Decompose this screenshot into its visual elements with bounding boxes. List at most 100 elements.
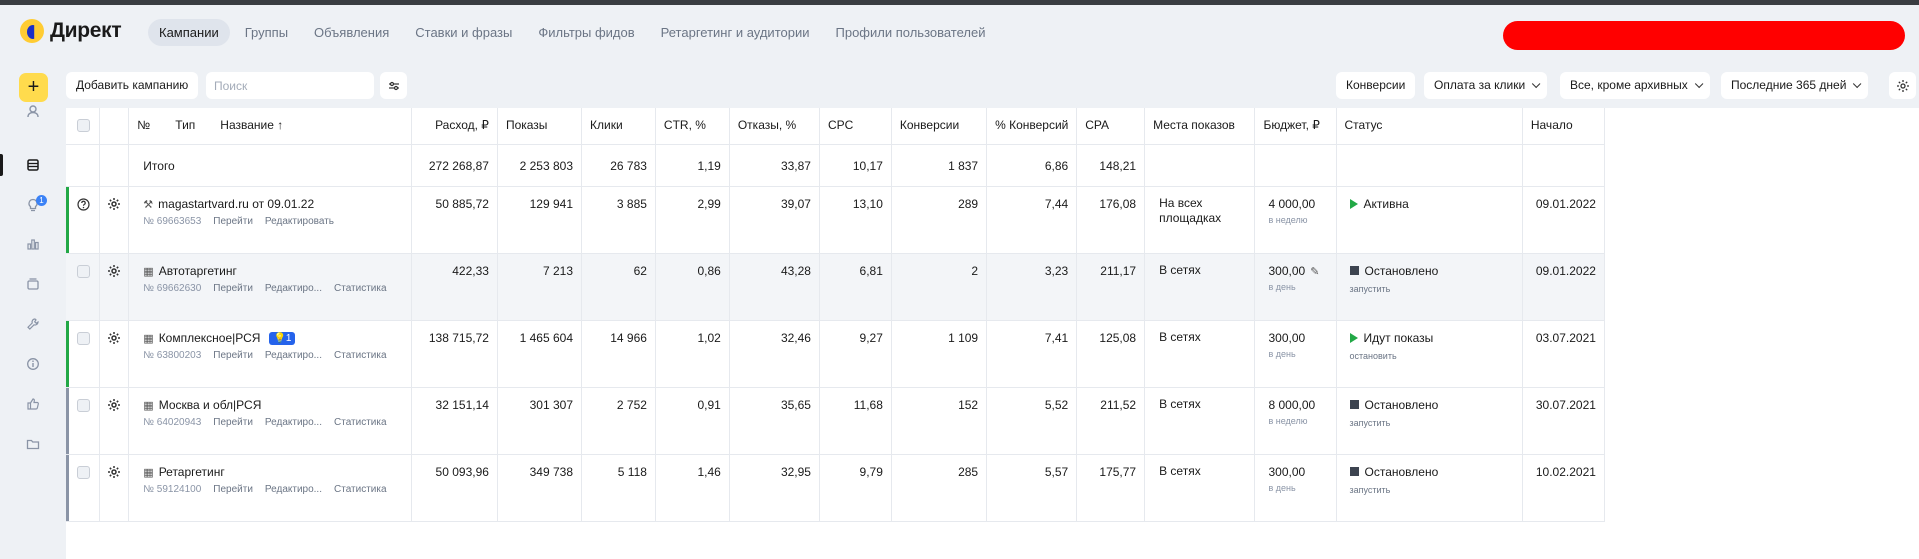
edit-link[interactable]: Редактиро... [264, 484, 322, 495]
header-num[interactable]: № [137, 118, 151, 132]
budget-value[interactable]: 300,00 [1268, 464, 1306, 479]
campaigns-icon[interactable] [22, 154, 44, 176]
header-ctr[interactable]: CTR, % [655, 108, 730, 145]
user-icon[interactable] [22, 100, 44, 122]
archive-filter-select[interactable]: Все, кроме архивных [1560, 72, 1710, 99]
campaign-cell: ▦ Москва и обл|РСЯ № 64020943 Перейти Редакт… [128, 387, 412, 455]
campaign-type-icon: ⚒ [143, 198, 154, 211]
filter-settings-button[interactable] [380, 72, 407, 99]
gear-icon[interactable] [107, 465, 121, 479]
table-row[interactable]: ▦ Ретаргетинг № 59124100 Перейти Редактиро..… [66, 454, 1606, 522]
placements-cell: В сетях [1144, 320, 1256, 388]
header-placements[interactable]: Места показов [1144, 108, 1256, 145]
table-settings-button[interactable] [1889, 72, 1916, 99]
header-type[interactable]: Тип [175, 118, 196, 132]
campaign-name[interactable]: Москва и обл|РСЯ [158, 398, 262, 412]
table-row[interactable]: ▦ Автотаргетинг № 69662630 Перейти Редактиро… [66, 253, 1606, 321]
header-name[interactable]: Название ↑ [220, 118, 284, 132]
header-bounce[interactable]: Отказы, % [729, 108, 820, 145]
header-impressions[interactable]: Показы [497, 108, 583, 145]
gear-icon [1896, 79, 1909, 92]
row-checkbox[interactable] [77, 398, 90, 412]
conversions-button[interactable]: Конверсии [1336, 72, 1416, 99]
tab-2[interactable]: Объявления [314, 25, 390, 40]
tab-4[interactable]: Фильтры фидов [538, 25, 635, 40]
go-link[interactable]: Перейти [213, 350, 253, 361]
campaign-name[interactable]: magastartvard.ru от 09.01.22 [158, 197, 315, 211]
tab-1[interactable]: Группы [244, 25, 289, 40]
gear-icon[interactable] [107, 197, 121, 211]
header-cpc[interactable]: CPC [819, 108, 892, 145]
info-icon[interactable] [22, 353, 44, 375]
question-icon[interactable] [77, 197, 90, 211]
row-checkbox[interactable] [77, 331, 90, 345]
period-select[interactable]: Последние 365 дней [1721, 72, 1869, 99]
stats-link[interactable]: Статистика [334, 484, 387, 495]
header-clicks[interactable]: Клики [581, 108, 656, 145]
pencil-icon[interactable]: ✎ [1310, 265, 1320, 278]
edit-link[interactable]: Редактировать [264, 216, 334, 227]
tools-icon[interactable] [22, 313, 44, 335]
header-budget[interactable]: Бюджет, ₽ [1254, 108, 1337, 145]
gear-icon[interactable] [107, 398, 121, 412]
row-checkbox[interactable] [77, 264, 90, 278]
budget-value[interactable]: 4 000,00 [1268, 196, 1316, 211]
add-campaign-button[interactable]: Добавить кампанию [66, 72, 199, 99]
budget-cell: 8 000,00 в неделю [1254, 387, 1337, 455]
status-action-link[interactable]: запустить [1349, 283, 1391, 294]
header-conversions[interactable]: Конверсии [891, 108, 988, 145]
go-link[interactable]: Перейти [213, 417, 253, 428]
edit-link[interactable]: Редактиро... [264, 283, 322, 294]
campaign-name[interactable]: Комплексное|РСЯ [158, 331, 261, 345]
status-action-link[interactable]: остановить [1349, 350, 1397, 361]
status-action-link[interactable]: запустить [1349, 484, 1391, 495]
status-text: Остановлено [1364, 464, 1439, 479]
select-all-checkbox[interactable] [77, 119, 90, 132]
header-status[interactable]: Статус [1336, 108, 1523, 145]
like-icon[interactable] [22, 393, 44, 415]
header-conv-rate[interactable]: % Конверсий [986, 108, 1078, 145]
stats-link[interactable]: Статистика [334, 350, 387, 361]
tab-5[interactable]: Ретаргетинг и аудитории [660, 25, 810, 40]
placements-cell: В сетях [1144, 454, 1256, 522]
edit-link[interactable]: Редактиро... [264, 417, 322, 428]
campaign-name[interactable]: Ретаргетинг [158, 465, 225, 479]
go-link[interactable]: Перейти [213, 283, 253, 294]
conv-rate-cell: 5,57 [986, 454, 1078, 522]
budget-value[interactable]: 300,00 [1268, 330, 1306, 345]
budget-value[interactable]: 300,00 [1268, 263, 1306, 278]
table-row[interactable]: ⚒ magastartvard.ru от 09.01.22 № 69663653 П… [66, 186, 1606, 254]
edit-link[interactable]: Редактиро... [264, 350, 322, 361]
row-checkbox[interactable] [77, 465, 90, 479]
archive-icon[interactable] [22, 273, 44, 295]
campaign-name[interactable]: Автотаргетинг [158, 264, 237, 278]
stats-link[interactable]: Статистика [334, 283, 387, 294]
header-cost[interactable]: Расход, ₽ [411, 108, 498, 145]
payment-select[interactable]: Оплата за клики [1424, 72, 1548, 99]
tab-6[interactable]: Профили пользователей [835, 25, 986, 40]
header-start[interactable]: Начало [1522, 108, 1606, 145]
gear-icon[interactable] [107, 264, 121, 278]
logo[interactable]: Директ [20, 19, 122, 43]
header-cpa[interactable]: CPA [1076, 108, 1146, 145]
add-button[interactable]: + [19, 73, 48, 102]
go-link[interactable]: Перейти [213, 484, 253, 495]
table-row[interactable]: ▦ Москва и обл|РСЯ № 64020943 Перейти Редакт… [66, 387, 1606, 455]
budget-value[interactable]: 8 000,00 [1268, 397, 1316, 412]
tab-0[interactable]: Кампании [148, 19, 230, 46]
total-label: Итого [128, 144, 412, 187]
stats-link[interactable]: Статистика [334, 417, 387, 428]
folder-icon[interactable] [22, 433, 44, 455]
placements-cell: В сетях [1144, 387, 1256, 455]
gear-icon[interactable] [107, 331, 121, 345]
ad-count: 1 [285, 332, 292, 344]
search-input[interactable] [206, 72, 374, 99]
tab-3[interactable]: Ставки и фразы [415, 25, 513, 40]
stats-icon[interactable] [22, 233, 44, 255]
ad-count-badge[interactable]: 💡1 [269, 331, 296, 345]
total-spacer [99, 144, 130, 187]
table-row[interactable]: ▦ Комплексное|РСЯ 💡1 № 63800203 Перейти Редак… [66, 320, 1606, 388]
campaign-type-icon: ▦ [143, 466, 154, 479]
go-link[interactable]: Перейти [213, 216, 253, 227]
status-action-link[interactable]: запустить [1349, 417, 1391, 428]
